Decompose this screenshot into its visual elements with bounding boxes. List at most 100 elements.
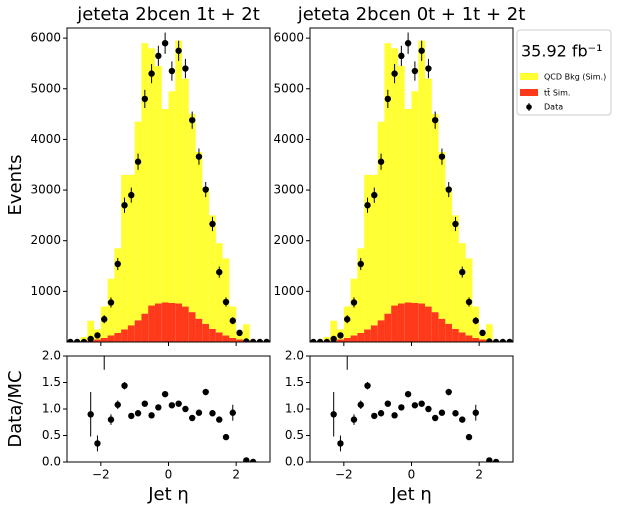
hist-bar	[215, 332, 223, 342]
data-point	[459, 416, 466, 423]
data-point	[128, 191, 135, 199]
lumi-label: 35.92 fb⁻¹	[521, 42, 603, 61]
data-point	[377, 158, 385, 165]
data-point	[107, 299, 115, 306]
data-point	[263, 338, 270, 342]
hist-bar	[377, 121, 385, 321]
hist-bar	[445, 323, 453, 342]
legend-marker	[526, 104, 532, 110]
hist-bar	[195, 152, 203, 319]
hist-bar	[229, 337, 237, 342]
data-point	[404, 390, 412, 398]
data-point	[316, 338, 324, 342]
data-point	[459, 268, 466, 276]
data-point	[418, 400, 425, 407]
panel-title: jeteta 2bcen 1t + 2t	[76, 4, 260, 25]
hist-bar	[141, 313, 149, 342]
y-tick-label: 1.5	[42, 375, 61, 389]
data-point	[121, 382, 128, 389]
y-tick-label: 0.5	[42, 428, 61, 442]
data-point	[398, 52, 405, 60]
hist-bar	[404, 109, 412, 303]
data-point	[229, 317, 236, 324]
data-point	[391, 70, 398, 77]
data-point	[134, 410, 142, 417]
hist-bar	[168, 91, 176, 304]
hist-bar	[154, 303, 162, 342]
hist-bar	[222, 335, 230, 342]
legend-label: QCD Bkg (Sim.)	[544, 73, 606, 82]
data-point	[243, 338, 250, 342]
y-tick-label: 5000	[30, 81, 61, 95]
data-point	[175, 47, 182, 54]
y-tick-label: 0.5	[285, 428, 304, 442]
plot-area	[330, 356, 500, 462]
hist-bar	[397, 65, 405, 304]
data-point	[249, 458, 257, 462]
hist-bar	[175, 40, 183, 304]
data-point	[155, 52, 162, 60]
x-tick-label: 2	[232, 468, 240, 482]
x-tick-label: −2	[92, 468, 110, 482]
hist-bar	[458, 332, 466, 342]
data-point	[384, 400, 392, 407]
y-tick-label: 3000	[30, 183, 61, 197]
data-point	[486, 338, 493, 342]
y-tick-label: 4000	[30, 132, 61, 146]
hist-bar	[168, 303, 176, 342]
data-point	[371, 412, 378, 420]
hist-bar	[134, 121, 142, 321]
hist-bar	[182, 78, 189, 307]
hist-bar	[100, 337, 108, 342]
y-tick-label: 2.0	[42, 349, 61, 363]
data-point	[243, 457, 250, 462]
hist-bar	[114, 332, 122, 342]
data-point	[364, 202, 371, 209]
hist-bar	[330, 320, 338, 341]
data-point	[141, 400, 149, 407]
hist-bar	[425, 306, 432, 342]
data-point	[472, 317, 479, 324]
hist-bar	[188, 312, 196, 342]
data-point	[202, 388, 209, 396]
hist-bar	[209, 328, 216, 342]
data-point	[337, 440, 344, 447]
data-point	[350, 416, 358, 423]
hist-bar	[377, 320, 385, 342]
y-tick-label: 2000	[30, 233, 61, 247]
data-point	[175, 400, 182, 407]
hist-bar	[148, 48, 155, 306]
hist-bar	[384, 313, 392, 342]
data-point	[168, 402, 176, 409]
hist-bar	[202, 323, 210, 342]
data-point	[479, 329, 486, 337]
data-point	[155, 404, 162, 411]
hist-bar	[397, 303, 405, 342]
data-point	[486, 457, 493, 462]
hist-bar	[411, 91, 419, 304]
hist-bar	[472, 337, 480, 342]
data-point	[445, 186, 452, 193]
data-point	[134, 158, 142, 165]
data-point	[121, 202, 128, 209]
hist-bar	[364, 174, 371, 330]
data-point	[114, 401, 121, 408]
data-point	[425, 405, 432, 413]
y-tick-label: 3000	[273, 183, 304, 197]
legend-swatch	[520, 89, 538, 96]
data-point	[107, 416, 115, 423]
data-point	[438, 409, 446, 416]
hist-bar	[121, 329, 128, 342]
hist-bar	[127, 325, 135, 342]
data-point	[148, 70, 155, 77]
hist-bar	[182, 306, 189, 342]
data-point	[188, 414, 196, 422]
data-point	[216, 416, 223, 423]
hist-bar	[134, 320, 142, 342]
hist-bar	[458, 243, 466, 333]
data-point	[310, 338, 317, 342]
data-point	[87, 411, 94, 418]
legend-label: tt̄ Sim.	[544, 87, 570, 97]
data-point	[330, 411, 337, 418]
hist-bar	[94, 339, 101, 342]
